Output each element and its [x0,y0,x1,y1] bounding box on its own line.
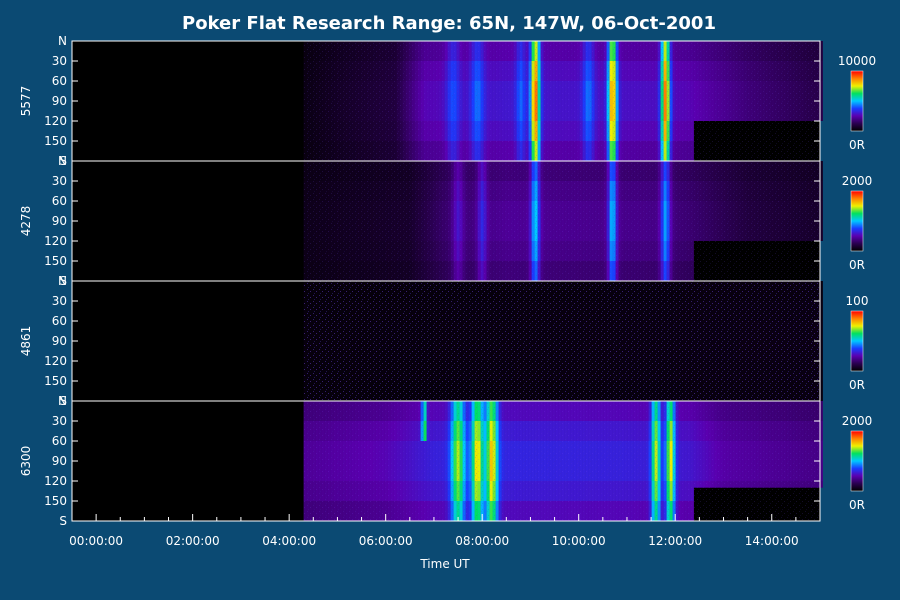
panel-4278: N 30 60 90 120 150 S 4278 2000 0R [19,154,872,288]
y-tick-label: 90 [52,454,67,468]
y-tick-label: 30 [52,294,67,308]
colorbar-max-label: 2000 [842,174,873,188]
colorbar [850,310,864,372]
x-tick-label: 12:00:00 [648,534,702,548]
colorbar-max-label: 2000 [842,414,873,428]
chart-title: Poker Flat Research Range: 65N, 147W, 06… [182,13,716,34]
heat-cell [819,221,823,241]
y-tick-label: S [59,274,67,288]
x-tick-label: 00:00:00 [69,534,123,548]
panel-5577: N 30 60 90 120 150 S 5577 10000 0R [19,34,876,168]
y-tick-label: 90 [52,94,67,108]
y-tick-label: 120 [44,114,67,128]
y-tick-label: 60 [52,434,67,448]
y-tick-label: S [59,514,67,528]
y-tick-label: 120 [44,234,67,248]
y-tick-label: 30 [52,174,67,188]
y-tick-label: 90 [52,334,67,348]
noise-overlay [303,401,821,521]
heat-cell [819,321,823,341]
heat-cell [819,401,823,421]
heat-cell [819,101,823,121]
colorbar [850,430,864,492]
panel-6300: N 30 60 90 120 150 S 6300 2000 0R [19,394,872,528]
colorbar-max-label: 100 [846,294,869,308]
y-tick-label: N [58,274,67,288]
colorbar-min-label: 0R [849,258,865,272]
x-tick-label: 14:00:00 [745,534,799,548]
colorbar [850,70,864,132]
heat-cell [819,161,823,181]
panel-label: 4861 [19,326,33,357]
colorbar-min-label: 0R [849,138,865,152]
y-tick-label: N [58,34,67,48]
y-tick-label: 60 [52,74,67,88]
heat-cell [819,81,823,101]
noise-overlay [303,41,821,161]
heat-cell [819,461,823,481]
y-tick-label: 150 [44,494,67,508]
heat-cell [819,41,823,61]
y-tick-label: 30 [52,54,67,68]
panel-label: 5577 [19,86,33,117]
heat-cell [819,281,823,301]
heat-cell [819,181,823,201]
x-tick-label: 10:00:00 [552,534,606,548]
colorbar-min-label: 0R [849,498,865,512]
y-tick-label: 120 [44,474,67,488]
x-tick-label: 06:00:00 [359,534,413,548]
panel-4861: N 30 60 90 120 150 S 4861 100 0R [19,274,868,408]
colorbar-max-label: 10000 [838,54,876,68]
y-tick-label: 120 [44,354,67,368]
y-tick-label: 150 [44,254,67,268]
x-axis-label: Time UT [419,557,470,571]
heat-cell [819,361,823,381]
colorbar-min-label: 0R [849,378,865,392]
heat-cell [819,301,823,321]
x-tick-label: 04:00:00 [262,534,316,548]
y-tick-label: 60 [52,194,67,208]
y-tick-label: 30 [52,414,67,428]
heat-cell [819,201,823,221]
y-tick-label: 150 [44,134,67,148]
heat-cell [819,341,823,361]
x-tick-label: 08:00:00 [455,534,509,548]
y-tick-label: 150 [44,374,67,388]
y-tick-label: S [59,394,67,408]
y-tick-label: N [58,154,67,168]
x-axis: 00:00:00 02:00:00 04:00:00 06:00:00 08:00:00… [69,514,821,548]
heat-cell [819,381,823,401]
y-tick-label: 90 [52,214,67,228]
y-tick-label: N [58,394,67,408]
panels: N 30 60 90 120 150 S 5577 10000 0R N 30 60 90 120 150 S 4… [19,34,876,528]
panel-label: 6300 [19,446,33,477]
heat-cell [819,61,823,81]
y-tick-label: S [59,154,67,168]
heat-cell [819,421,823,441]
x-tick-label: 02:00:00 [166,534,220,548]
heat-cell [819,481,823,488]
heat-cell [819,441,823,461]
colorbar [850,190,864,252]
y-tick-label: 60 [52,314,67,328]
noise-overlay [303,281,821,401]
noise-overlay [303,161,821,281]
panel-label: 4278 [19,206,33,237]
